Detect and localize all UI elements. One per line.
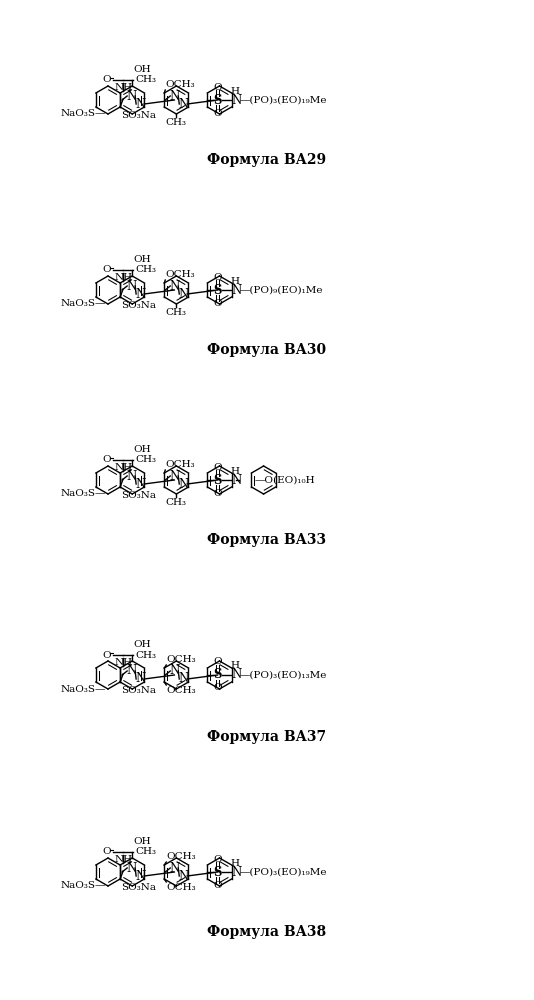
Text: N: N (231, 865, 241, 879)
Text: H: H (231, 87, 240, 96)
Text: SO₃Na: SO₃Na (121, 686, 156, 695)
Text: N: N (178, 672, 189, 686)
Text: O: O (213, 83, 222, 92)
Text: NaO₃S—: NaO₃S— (61, 300, 106, 308)
Text: CH₃: CH₃ (135, 650, 156, 660)
Text: OCH₃: OCH₃ (165, 460, 195, 469)
Text: CH₃: CH₃ (135, 265, 156, 274)
Text: N: N (231, 474, 241, 487)
Text: Формула ВА38: Формула ВА38 (207, 925, 327, 939)
Text: SO₃Na: SO₃Na (121, 883, 156, 892)
Text: O: O (103, 456, 112, 464)
Text: N: N (135, 869, 145, 882)
Text: NH: NH (114, 855, 132, 864)
Text: OCH₃: OCH₃ (166, 852, 196, 861)
Text: CH₃: CH₃ (166, 118, 187, 127)
Text: SO₃Na: SO₃Na (121, 491, 156, 500)
Text: Формула ВА30: Формула ВА30 (207, 343, 327, 357)
Text: SO₃Na: SO₃Na (121, 301, 156, 310)
Text: NH: NH (114, 273, 132, 282)
Text: H: H (231, 662, 240, 670)
Text: OH: OH (134, 255, 151, 264)
Text: O: O (103, 848, 112, 856)
Text: O: O (213, 658, 222, 666)
Text: N: N (178, 478, 189, 490)
Text: OH: OH (134, 640, 151, 649)
Text: OCH₃: OCH₃ (165, 270, 195, 279)
Text: S: S (213, 474, 222, 487)
Text: O: O (213, 684, 222, 692)
Text: N: N (135, 478, 145, 490)
Text: H: H (231, 858, 240, 867)
Text: N: N (231, 284, 241, 296)
Text: OCH₃: OCH₃ (166, 686, 196, 695)
Text: NH: NH (114, 658, 132, 667)
Text: OH: OH (134, 837, 151, 846)
Text: H: H (231, 466, 240, 476)
Text: NaO₃S—: NaO₃S— (61, 489, 106, 498)
Text: —(PO)₃(EO)₁₃Me: —(PO)₃(EO)₁₃Me (239, 670, 327, 680)
Text: N: N (135, 98, 145, 110)
Text: NaO₃S—: NaO₃S— (61, 684, 106, 694)
Text: CH₃: CH₃ (166, 308, 187, 317)
Text: N: N (178, 98, 189, 110)
Text: O: O (213, 880, 222, 890)
Text: N: N (126, 664, 136, 678)
Text: Формула ВА37: Формула ВА37 (207, 730, 327, 744)
Text: OH: OH (134, 445, 151, 454)
Text: N: N (169, 470, 179, 483)
Text: O: O (103, 650, 112, 660)
Text: —(PO)₃(EO)₁₉Me: —(PO)₃(EO)₁₉Me (239, 96, 327, 104)
Text: OCH₃: OCH₃ (166, 883, 196, 892)
Text: NaO₃S—: NaO₃S— (61, 109, 106, 118)
Text: N: N (135, 288, 145, 300)
Text: —O(EO)₁₀H: —O(EO)₁₀H (255, 476, 315, 485)
Text: N: N (135, 672, 145, 686)
Text: NaO₃S—: NaO₃S— (61, 882, 106, 890)
Text: NH: NH (114, 463, 132, 472)
Text: O: O (213, 272, 222, 282)
Text: S: S (213, 865, 222, 879)
Text: N: N (178, 869, 189, 882)
Text: NH: NH (114, 83, 132, 92)
Text: N: N (231, 668, 241, 682)
Text: SO₃Na: SO₃Na (121, 111, 156, 120)
Text: CH₃: CH₃ (135, 456, 156, 464)
Text: O: O (213, 108, 222, 117)
Text: OCH₃: OCH₃ (165, 80, 195, 89)
Text: O: O (213, 854, 222, 863)
Text: N: N (126, 470, 136, 483)
Text: N: N (231, 94, 241, 106)
Text: O: O (213, 488, 222, 497)
Text: N: N (169, 90, 179, 103)
Text: O: O (103, 76, 112, 85)
Text: CH₃: CH₃ (135, 848, 156, 856)
Text: CH₃: CH₃ (166, 498, 187, 507)
Text: CH₃: CH₃ (135, 76, 156, 85)
Text: N: N (126, 279, 136, 292)
Text: OCH₃: OCH₃ (166, 655, 196, 664)
Text: N: N (169, 279, 179, 292)
Text: N: N (169, 664, 179, 678)
Text: N: N (169, 861, 179, 874)
Text: H: H (231, 276, 240, 286)
Text: S: S (213, 668, 222, 682)
Text: O: O (213, 462, 222, 472)
Text: Формула ВА33: Формула ВА33 (207, 533, 327, 547)
Text: —(PO)₉(EO)₁Me: —(PO)₉(EO)₁Me (239, 286, 323, 294)
Text: OH: OH (134, 65, 151, 74)
Text: —(PO)₃(EO)₁₉Me: —(PO)₃(EO)₁₉Me (239, 867, 327, 876)
Text: S: S (213, 284, 222, 296)
Text: N: N (126, 90, 136, 103)
Text: N: N (126, 861, 136, 874)
Text: O: O (103, 265, 112, 274)
Text: S: S (213, 94, 222, 106)
Text: O: O (213, 298, 222, 308)
Text: Формула ВА29: Формула ВА29 (207, 153, 327, 167)
Text: N: N (178, 288, 189, 300)
